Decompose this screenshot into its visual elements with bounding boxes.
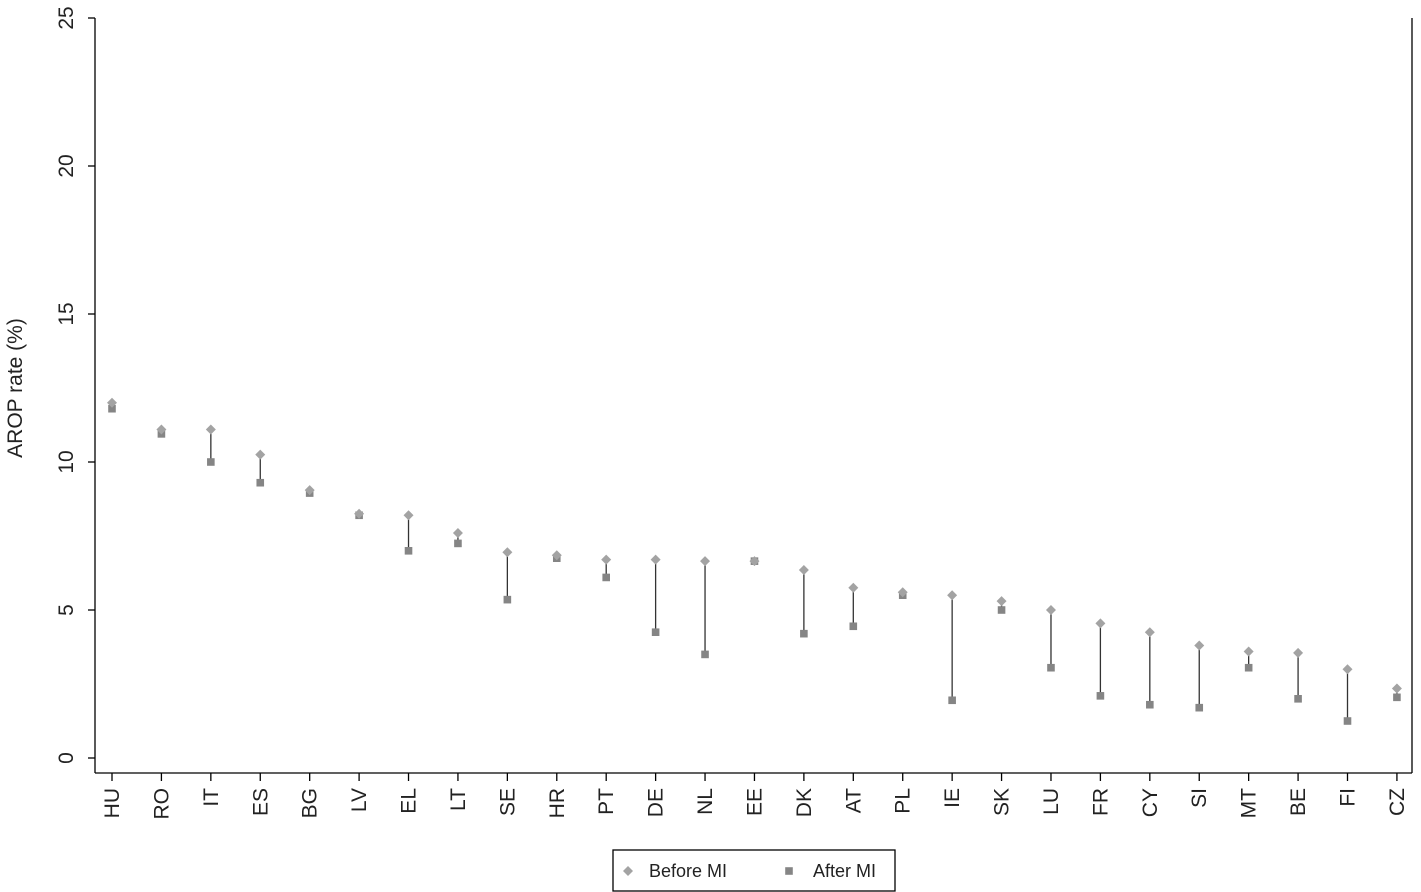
axes [94, 18, 1413, 774]
after-mi-point [1343, 717, 1352, 725]
before-mi-point [255, 449, 266, 460]
after-mi-point [1244, 663, 1253, 672]
after-mi-point [849, 622, 858, 631]
x-tick-label: SI [1188, 788, 1211, 808]
before-mi-point [848, 582, 859, 593]
x-tick-label: CY [1139, 788, 1162, 817]
legend-box [612, 849, 896, 892]
after-mi-point [1294, 695, 1302, 703]
legend-marker-after-mi [785, 867, 793, 875]
after-mi-point [997, 606, 1006, 614]
legend-marker-before-mi [623, 866, 633, 876]
before-mi-point [1293, 647, 1304, 658]
before-mi-point [749, 556, 760, 567]
before-mi-point [403, 510, 414, 521]
after-mi-point [1096, 692, 1105, 700]
after-mi-point [701, 650, 709, 659]
x-tick-label: HR [546, 788, 569, 818]
before-mi-point [700, 556, 711, 567]
before-mi-point [107, 397, 117, 408]
before-mi-point [1045, 605, 1056, 615]
before-mi-point [1095, 618, 1106, 629]
x-tick-label: LV [348, 788, 371, 812]
x-tick-label: PL [892, 788, 915, 814]
after-mi-point [454, 539, 462, 548]
after-mi-point [651, 628, 660, 636]
x-tick-label: DE [645, 788, 668, 817]
after-mi-point [602, 573, 610, 582]
before-mi-point [1144, 627, 1155, 638]
after-mi-point [108, 404, 116, 413]
before-mi-point [354, 508, 365, 519]
x-tick-label: ES [249, 788, 272, 816]
legend-label-before-mi: Before MI [649, 861, 727, 881]
x-tick-label: BG [299, 788, 322, 818]
after-mi-point [1195, 703, 1204, 712]
before-mi-point [1342, 664, 1353, 675]
after-mi-point [404, 547, 413, 555]
before-mi-point [205, 424, 216, 435]
x-tick-label: DK [793, 788, 816, 817]
before-mi-point [304, 485, 315, 496]
before-mi-point [650, 554, 661, 565]
y-tick-label: 25 [55, 6, 78, 29]
before-mi-point [156, 424, 167, 435]
x-tick-label: MT [1238, 788, 1261, 818]
x-tick-label: HU [101, 788, 124, 818]
after-mi-point [800, 629, 808, 638]
x-tick-label: IT [200, 788, 223, 807]
after-mi-point [1146, 700, 1154, 709]
after-mi-point [503, 595, 512, 604]
y-tick-label: 0 [55, 752, 78, 764]
y-tick-label: 10 [55, 450, 78, 473]
before-mi-point [1243, 646, 1254, 657]
x-tick-label: AT [842, 788, 865, 813]
y-ticks: 0 5 10 15 20 25 [55, 6, 95, 764]
y-axis-title: AROP rate (%) [4, 318, 27, 458]
before-mi-point [452, 528, 463, 539]
after-mi-point [207, 458, 215, 466]
before-mi-point [947, 590, 958, 601]
points [107, 397, 1402, 725]
y-tick-label: 15 [55, 302, 78, 325]
before-mi-point [502, 547, 513, 558]
x-tick-label: FR [1089, 788, 1112, 816]
legend-label-after-mi: After MI [813, 861, 876, 881]
y-tick-label: 20 [55, 154, 78, 177]
x-tick-label: PT [595, 788, 618, 815]
x-tick-label: BE [1287, 788, 1310, 816]
x-tick-label: CZ [1386, 788, 1409, 816]
after-mi-point [256, 478, 265, 487]
x-tick-label: RO [150, 788, 173, 820]
after-mi-point [1393, 693, 1401, 702]
before-mi-point [996, 596, 1007, 607]
y-tick-label: 5 [55, 604, 78, 616]
x-ticks: HU RO IT ES BG LV EL LT SE HR PT DE NL EE DK AT PL IE SK LU… [101, 773, 1409, 820]
x-tick-label: FI [1337, 788, 1360, 807]
x-tick-label: EE [743, 788, 766, 816]
x-tick-label: SK [991, 788, 1014, 816]
x-tick-label: SE [496, 788, 519, 816]
before-mi-point [798, 565, 809, 576]
before-mi-point [551, 550, 562, 561]
x-tick-label: NL [694, 788, 717, 815]
before-mi-point [601, 554, 612, 565]
before-mi-point [1194, 640, 1205, 651]
legend: Before MI After MI [612, 849, 896, 892]
before-mi-point [897, 587, 908, 598]
x-tick-label: EL [398, 788, 421, 814]
after-mi-point [948, 696, 956, 705]
before-mi-point [1391, 683, 1402, 694]
after-mi-point [1047, 663, 1055, 672]
x-tick-label: IE [941, 788, 964, 808]
x-tick-label: LU [1040, 788, 1063, 815]
x-tick-label: LT [447, 788, 470, 811]
